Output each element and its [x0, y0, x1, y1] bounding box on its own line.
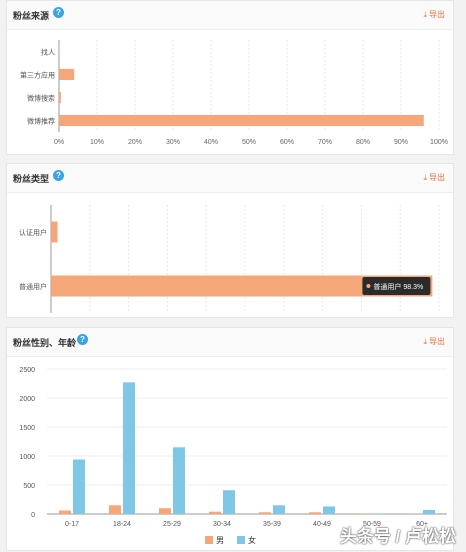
bar — [59, 69, 74, 80]
y-tick-label: 找人 — [41, 48, 55, 57]
x-tick-label: 20% — [128, 139, 142, 146]
x-tick-label: 10% — [90, 139, 104, 146]
export-button[interactable]: ⤓ 导出 — [423, 336, 445, 347]
x-tick-label: 100% — [430, 139, 448, 146]
export-label: 导出 — [429, 9, 445, 20]
bar-male — [309, 512, 321, 514]
y-tick-label: 第三方应用 — [20, 71, 55, 80]
x-tick-label: 25-29 — [163, 521, 181, 528]
bar-female — [323, 506, 335, 514]
bar-female — [423, 510, 435, 514]
x-tick-label: 30% — [166, 139, 180, 146]
tooltip-label: 普通用户 98.3% — [373, 282, 423, 291]
download-icon: ⤓ — [423, 173, 427, 183]
panel-header: 粉丝性别、年龄 ? ⤓ 导出 — [7, 328, 453, 357]
y-tick-label: 500 — [23, 483, 35, 490]
help-icon[interactable]: ? — [77, 334, 88, 345]
bar-female — [173, 447, 185, 514]
x-tick-label: 70% — [318, 139, 332, 146]
bar-female — [373, 513, 385, 514]
bar — [51, 222, 58, 243]
bar-male — [159, 508, 171, 514]
x-tick-label: 35-39 — [263, 521, 281, 528]
x-tick-label: 18-24 — [113, 521, 131, 528]
y-tick-label: 1500 — [19, 425, 35, 432]
x-tick-label: 30-34 — [213, 521, 231, 528]
panel-title: 粉丝类型 — [13, 172, 49, 185]
type-bar-chart: 0%10%20%30%40%50%60%70%80%90%100%认证用户普通用… — [7, 193, 453, 319]
panel-fans-type: 粉丝类型 ? ⤓ 导出 0%10%20%30%40%50%60%70%80%90… — [6, 163, 454, 318]
y-tick-label: 微博搜索 — [27, 94, 55, 103]
bar-male — [59, 511, 71, 514]
help-icon[interactable]: ? — [53, 170, 64, 181]
panel-title: 粉丝来源 — [13, 9, 49, 22]
download-icon: ⤓ — [423, 10, 427, 20]
legend-swatch — [205, 536, 213, 544]
y-tick-label: 2000 — [19, 396, 35, 403]
x-tick-label: 90% — [394, 139, 408, 146]
export-button[interactable]: ⤓ 导出 — [423, 172, 445, 183]
bar-male — [259, 512, 271, 514]
bar-female — [73, 459, 85, 514]
watermark: 头条号 / 卢松松 — [340, 522, 456, 547]
x-tick-label: 0-17 — [65, 521, 79, 528]
legend-label: 女 — [248, 535, 256, 545]
y-tick-label: 1000 — [19, 454, 35, 461]
y-tick-label: 普通用户 — [19, 282, 47, 291]
panel-fans-gender-age: 粉丝性别、年龄 ? ⤓ 导出 0 500 1000 1500 2000 2500 0-17 1… — [6, 327, 454, 551]
panel-header: 粉丝类型 ? ⤓ 导出 — [7, 164, 453, 193]
export-label: 导出 — [429, 172, 445, 183]
bar-female — [123, 382, 135, 514]
y-tick-label: 0 — [31, 512, 35, 519]
panel-fans-source: 粉丝来源 ? ⤓ 导出 0% 10% 20% 30% 40% 50% 60% 70% 80% 90… — [6, 0, 454, 155]
source-bar-chart: 0% 10% 20% 30% 40% 50% 60% 70% 80% 90% 100% 找人第三方应用… — [7, 30, 453, 156]
x-tick-label: 40% — [204, 139, 218, 146]
bar — [59, 92, 61, 103]
x-tick-label: 50% — [242, 139, 256, 146]
export-button[interactable]: ⤓ 导出 — [423, 9, 445, 20]
x-tick-label: 0% — [54, 139, 64, 146]
bar — [59, 46, 60, 57]
legend-swatch — [237, 536, 245, 544]
y-tick-label: 微博推荐 — [27, 117, 55, 126]
x-tick-label: 40-49 — [313, 521, 331, 528]
legend-label: 男 — [216, 536, 224, 545]
download-icon: ⤓ — [423, 337, 427, 347]
bar-male — [109, 505, 121, 514]
x-tick-label: 60% — [280, 139, 294, 146]
panel-header: 粉丝来源 ? ⤓ 导出 — [7, 1, 453, 30]
export-label: 导出 — [429, 336, 445, 347]
y-tick-label: 2500 — [19, 367, 35, 374]
bar-female — [223, 490, 235, 514]
y-tick-label: 认证用户 — [19, 228, 47, 237]
bar — [59, 115, 424, 126]
bar-male — [209, 512, 221, 514]
tooltip-marker — [366, 284, 370, 288]
x-tick-label: 80% — [356, 139, 370, 146]
help-icon[interactable]: ? — [53, 7, 64, 18]
panel-title: 粉丝性别、年龄 — [13, 336, 76, 349]
bar-female — [273, 505, 285, 514]
